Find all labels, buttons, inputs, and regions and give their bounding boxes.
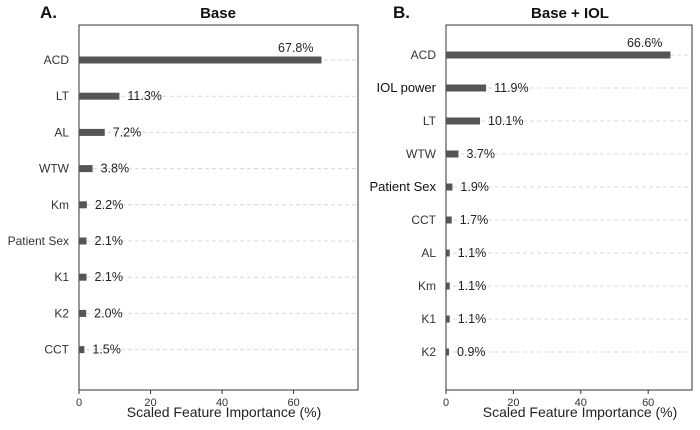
panel-b-bars: ACD 66.6% IOL power 11.9% LT 10.1% WTW 3.7% Pati…	[370, 36, 671, 359]
panel-b-value-label: 1.1%	[458, 312, 487, 326]
panel-b-x-axis: 0 20 40 60	[443, 390, 654, 409]
panel-b-plot-frame	[445, 24, 693, 391]
panel-b-bar-iol-power	[446, 84, 487, 92]
panel-b-category-label: LT	[423, 114, 437, 128]
panel-b-bar-cct	[446, 216, 452, 224]
panel-b-value-label: 1.1%	[458, 246, 487, 260]
panel-b-bar-al	[446, 249, 450, 257]
panel-b-category-label: ACD	[411, 48, 437, 62]
panel-a-category-label: LT	[56, 89, 70, 103]
panel-b-category-label: IOL power	[377, 80, 437, 95]
panel-a-bar-acd	[79, 56, 322, 64]
panel-b-bar-lt	[446, 117, 481, 125]
panel-a-x-tick-label: 20	[144, 397, 156, 409]
panel-a-bar-lt	[79, 92, 120, 100]
panel-a-value-label: 2.0%	[94, 306, 123, 320]
panel-b-x-axis-title: Scaled Feature Importance (%)	[483, 404, 678, 420]
panel-a-value-label: 2.1%	[95, 234, 124, 248]
panel-a-category-label: AL	[54, 125, 69, 139]
panel-a-x-tick-label: 60	[287, 397, 299, 409]
panel-a-value-label: 1.5%	[92, 343, 121, 357]
panel-a-bar-cct	[79, 346, 85, 354]
panel-b-gridlines	[446, 54, 692, 353]
panel-a-bar-km	[79, 201, 87, 209]
panel-b-category-label: Km	[418, 279, 436, 293]
panel-a-title: Base	[200, 5, 236, 22]
panel-b-value-label: 66.6%	[627, 36, 662, 50]
panel-b-value-label: 1.9%	[460, 180, 489, 194]
panel-b-category-label: CCT	[411, 213, 436, 227]
panel-a-x-axis: 0 20 40 60	[76, 390, 300, 409]
panel-b-x-tick-label: 20	[507, 397, 519, 409]
panel-a-value-label: 2.2%	[95, 198, 124, 212]
panel-b-category-label: K2	[421, 345, 436, 359]
panel-a-x-axis-title: Scaled Feature Importance (%)	[127, 404, 322, 420]
panel-b-bar-k2	[446, 348, 450, 356]
panel-a-value-label: 11.3%	[127, 89, 162, 103]
panel-a-category-label: CCT	[44, 343, 69, 357]
panel-b-value-label: 3.7%	[466, 147, 495, 161]
panel-b-x-tick-label: 40	[575, 397, 587, 409]
panel-a-base: A. Base ACD 67.8% LT 11.3% AL 7.2% WTW 3.8% Km 2.…	[8, 3, 359, 420]
panel-a-category-label: WTW	[39, 162, 70, 176]
panel-b-category-label: WTW	[406, 147, 437, 161]
panel-b-base-iol: B. Base + IOL ACD 66.6% IOL power 11.9% LT 10…	[370, 3, 693, 420]
panel-a-bars: ACD 67.8% LT 11.3% AL 7.2% WTW 3.8% Km 2.2% Patien…	[8, 41, 322, 357]
panel-b-category-label: Patient Sex	[370, 179, 437, 194]
panel-a-category-label: K1	[54, 270, 69, 284]
panel-b-title: Base + IOL	[531, 5, 609, 22]
panel-b-value-label: 1.1%	[458, 279, 487, 293]
panel-b-value-label: 10.1%	[488, 114, 523, 128]
panel-b-bar-k1	[446, 315, 450, 323]
panel-b-value-label: 11.9%	[494, 81, 529, 95]
panel-b-value-label: 0.9%	[457, 345, 486, 359]
panel-a-x-tick-label: 40	[216, 397, 228, 409]
panel-a-value-label: 2.1%	[95, 270, 124, 284]
panel-b-bar-wtw	[446, 150, 459, 158]
panel-b-bar-acd	[446, 51, 671, 59]
panel-a-value-label: 3.8%	[101, 162, 130, 176]
panel-b-bar-patient-sex	[446, 183, 453, 191]
panel-b-category-label: AL	[421, 246, 436, 260]
panel-a-value-label: 67.8%	[278, 41, 313, 55]
panel-a-bar-patient-sex	[79, 237, 87, 245]
panel-a-category-label: Patient Sex	[8, 234, 69, 248]
panel-a-value-label: 7.2%	[113, 125, 142, 139]
panel-a-bar-wtw	[79, 165, 93, 173]
panel-a-category-label: Km	[51, 198, 69, 212]
panel-b-bar-km	[446, 282, 450, 290]
panel-b-x-tick-label: 0	[443, 397, 449, 409]
panel-b-category-label: K1	[421, 312, 436, 326]
panel-a-bar-k1	[79, 273, 87, 281]
panel-a-x-tick-label: 0	[76, 397, 82, 409]
panel-b-x-tick-label: 60	[642, 397, 654, 409]
panel-a-category-label: K2	[54, 306, 69, 320]
panel-b-value-label: 1.7%	[460, 213, 489, 227]
panel-a-bar-k2	[79, 309, 87, 317]
panel-b-letter: B.	[393, 3, 410, 22]
panel-a-category-label: ACD	[44, 53, 70, 67]
panel-a-bar-al	[79, 128, 105, 136]
panel-a-letter: A.	[40, 3, 57, 22]
